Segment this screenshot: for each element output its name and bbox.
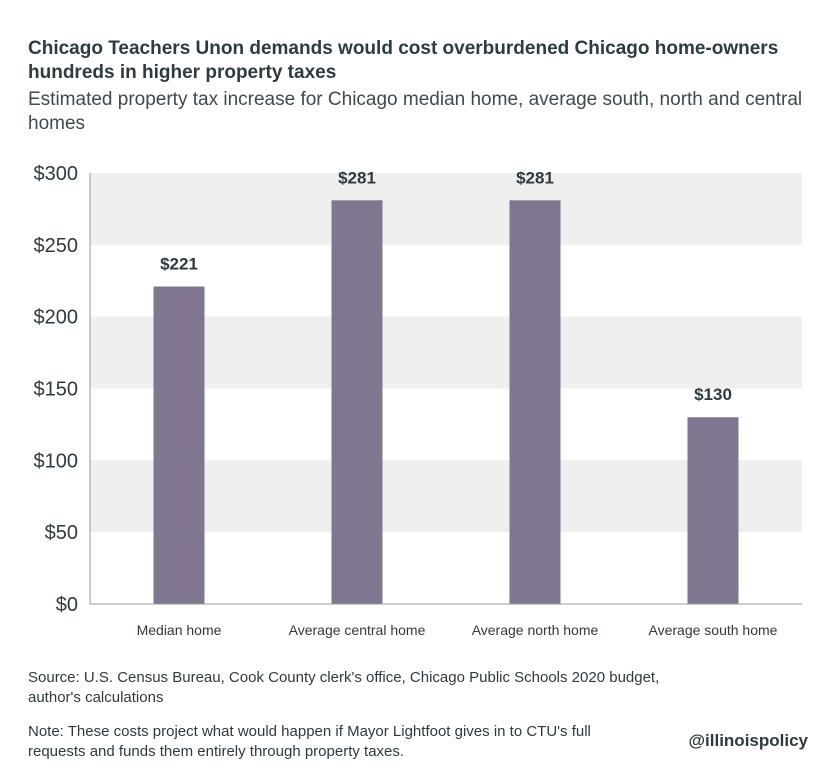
grid-band (90, 316, 802, 389)
data-label: $221 (160, 254, 198, 273)
source-note: Source: U.S. Census Bureau, Cook County … (28, 669, 660, 706)
chart-subtitle: Estimated property tax increase for Chic… (28, 89, 803, 134)
footnote: Note: These costs project what would hap… (28, 723, 591, 760)
bar (153, 286, 205, 604)
data-label: $281 (516, 168, 554, 187)
y-tick-label: $150 (34, 379, 79, 401)
y-tick-label: $0 (56, 594, 78, 616)
y-tick-label: $250 (34, 235, 79, 257)
y-tick-label: $100 (34, 450, 79, 472)
data-label: $281 (338, 168, 376, 187)
grid-band (90, 173, 802, 245)
x-tick-label: Average central home (289, 622, 426, 638)
x-tick-label: Average south home (649, 622, 778, 638)
chart-title: Chicago Teachers Unon demands would cost… (28, 38, 779, 83)
data-label: $130 (694, 385, 732, 404)
grid-band (90, 460, 802, 533)
x-tick-label: Average north home (472, 622, 599, 638)
bar (331, 200, 383, 604)
x-tick-label: Median home (137, 622, 222, 638)
bar-chart: $0 $50 $100 $150 $200 $250 $300 $221 Median home… (34, 163, 802, 638)
y-tick-label: $300 (34, 163, 79, 185)
bar (509, 200, 561, 604)
brand-handle: @illinoispolicy (688, 731, 808, 750)
y-tick-label: $50 (45, 522, 78, 544)
y-tick-label: $200 (34, 307, 79, 329)
bar (687, 417, 739, 604)
